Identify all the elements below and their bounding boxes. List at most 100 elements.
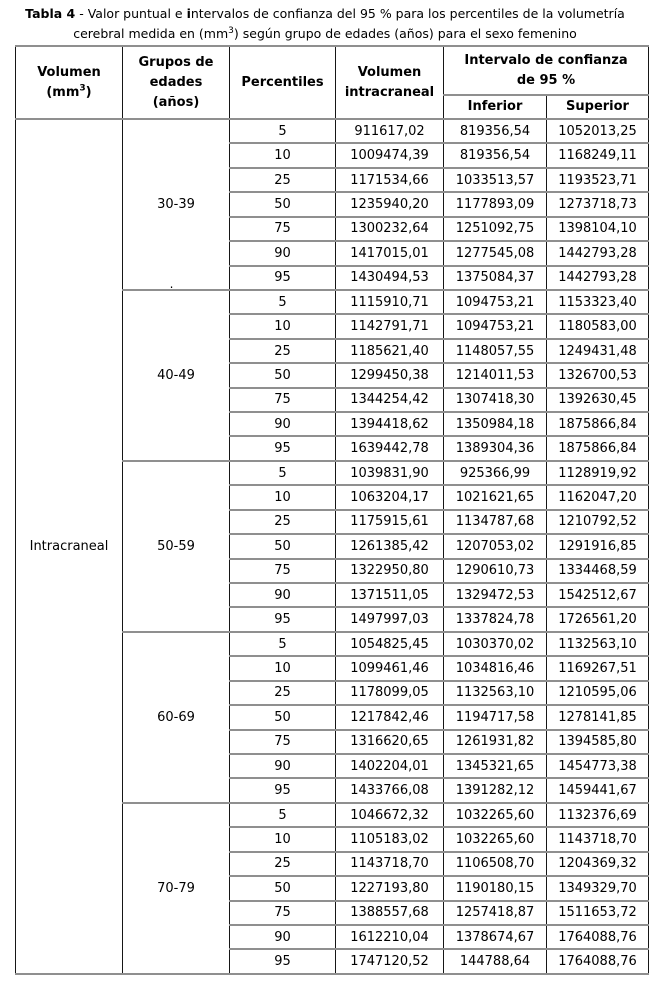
intracranial-volume-cell: 1009474,39: [335, 142, 444, 169]
percentile-cell: 90: [229, 752, 336, 780]
table-row: 40-49 5 1115910,71 1094753,21 1153323,40: [16, 288, 649, 462]
intracranial-volume-cell: 1344254,42: [335, 386, 444, 414]
ci-inferior-cell: 1094753,21: [443, 313, 547, 340]
ci-inferior-cell: 1214011,53: [443, 362, 547, 389]
table-row: 95 1497997,03 1337824,78 1726561,20: [16, 606, 649, 633]
percentile-cell: 75: [229, 899, 336, 926]
age-group-label: 70-79: [157, 880, 195, 896]
ci-superior-cell: 1875866,84: [546, 411, 649, 438]
ci-superior-cell: 1273718,73: [546, 191, 649, 218]
ci-superior-cell: 1143718,70: [546, 826, 649, 853]
table-row: 70-79 5 1046672,32 1032265,60 1132376,69: [16, 801, 649, 976]
ci-superior-cell: 1291916,85: [546, 533, 649, 560]
ci-inferior-cell: 1032265,60: [443, 801, 547, 829]
percentile-cell: 5: [229, 801, 336, 829]
ci-inferior-cell: 1194717,58: [443, 704, 547, 731]
table-row: 90 1371511,05 1329472,53 1542512,67: [16, 581, 649, 609]
intracranial-volume-cell: 1227193,80: [335, 875, 444, 902]
percentile-cell: 50: [229, 875, 336, 902]
ci-inferior-cell: 1034816,46: [443, 655, 547, 682]
ci-superior-cell: 1210595,06: [546, 679, 649, 707]
table-row: 90 1417015,01 1277545,08 1442793,28: [16, 240, 649, 267]
percentile-cell: 75: [229, 386, 336, 414]
ci-inferior-cell: 1207053,02: [443, 533, 547, 560]
percentile-cell: 75: [229, 728, 336, 755]
table-caption: Tabla 4 - Valor puntual e intervalos de …: [0, 0, 650, 45]
ci-superior-cell: 1128919,92: [546, 459, 649, 487]
ci-inferior-cell: 1277545,08: [443, 240, 547, 267]
table-row: 75 1322950,80 1290610,73 1334468,59: [16, 557, 649, 585]
table-row: 25 1143718,70 1106508,70 1204369,32: [16, 850, 649, 878]
intracranial-volume-cell: 1171534,66: [335, 166, 444, 194]
percentile-cell: 90: [229, 411, 336, 438]
intracranial-volume-cell: 1178099,05: [335, 679, 444, 707]
table-row: 25 1171534,66 1033513,57 1193523,71: [16, 166, 649, 194]
ci-superior-cell: 1278141,85: [546, 704, 649, 731]
ci-inferior-cell: 819356,54: [443, 142, 547, 169]
stray-dot: .: [169, 276, 174, 290]
ci-inferior-cell: 1350984,18: [443, 411, 547, 438]
table-row: 50 1227193,80 1190180,15 1349329,70: [16, 875, 649, 902]
percentile-cell: 90: [229, 923, 336, 951]
age-group-cell: 40-49: [122, 288, 230, 462]
header-superior: Superior: [546, 94, 649, 120]
ci-superior-cell: 1168249,11: [546, 142, 649, 169]
ci-superior-cell: 1442793,28: [546, 264, 649, 291]
percentile-cell: 95: [229, 264, 336, 291]
intracranial-volume-cell: 1046672,32: [335, 801, 444, 829]
ci-superior-cell: 1210792,52: [546, 508, 649, 536]
intracranial-volume-cell: 1039831,90: [335, 459, 444, 487]
intracranial-volume-cell: 1299450,38: [335, 362, 444, 389]
age-group-cell: 30-39.: [122, 118, 230, 291]
intracranial-volume-cell: 911617,02: [335, 117, 444, 145]
age-group-label: 30-39: [157, 196, 195, 212]
ci-superior-cell: 1542512,67: [546, 581, 649, 609]
percentile-cell: 10: [229, 142, 336, 169]
percentile-cell: 25: [229, 679, 336, 707]
ci-superior-cell: 1392630,45: [546, 386, 649, 414]
percentile-cell: 90: [229, 581, 336, 609]
ci-superior-cell: 1204369,32: [546, 850, 649, 878]
table-row: 50-59 5 1039831,90 925366,99 1128919,92: [16, 459, 649, 633]
header-intervalo-confianza: Intervalo de confianza de 95 %: [443, 45, 649, 96]
percentile-cell: 5: [229, 630, 336, 658]
caption-line-1: Tabla 4 - Valor puntual e intervalos de …: [25, 6, 625, 21]
percentile-cell: 50: [229, 704, 336, 731]
ci-inferior-cell: 1106508,70: [443, 850, 547, 878]
caption-table-number: Tabla 4: [25, 6, 76, 21]
ci-inferior-cell: 1375084,37: [443, 264, 547, 291]
percentile-cell: 10: [229, 655, 336, 682]
ci-superior-cell: 1193523,71: [546, 166, 649, 194]
table-row: 60-69 5 1054825,45 1030370,02 1132563,10: [16, 630, 649, 804]
intracranial-volume-cell: 1639442,78: [335, 435, 444, 462]
header-inferior: Inferior: [443, 94, 547, 120]
table-row: 50 1261385,42 1207053,02 1291916,85: [16, 533, 649, 560]
percentile-cell: 90: [229, 240, 336, 267]
ci-superior-cell: 1169267,51: [546, 655, 649, 682]
percentile-cell: 75: [229, 215, 336, 243]
table-row: 90 1612210,04 1378674,67 1764088,76: [16, 923, 649, 951]
table-row: 50 1235940,20 1177893,09 1273718,73: [16, 191, 649, 218]
header-grupos-edades: Grupos de edades (años): [122, 45, 230, 120]
intracranial-volume-cell: 1747120,52: [335, 948, 444, 975]
table-row: 25 1178099,05 1132563,10 1210595,06: [16, 679, 649, 707]
intracranial-volume-cell: 1063204,17: [335, 484, 444, 511]
percentile-cell: 25: [229, 166, 336, 194]
intracranial-volume-cell: 1054825,45: [335, 630, 444, 658]
percentile-cell: 25: [229, 508, 336, 536]
table-header: Volumen (mm3) Grupos de edades (años) Pe…: [15, 45, 649, 120]
ci-superior-cell: 1764088,76: [546, 923, 649, 951]
percentile-cell: 5: [229, 288, 336, 316]
intracranial-volume-cell: 1142791,71: [335, 313, 444, 340]
ci-inferior-cell: 819356,54: [443, 117, 547, 145]
percentile-cell: 95: [229, 777, 336, 804]
ci-superior-cell: 1764088,76: [546, 948, 649, 975]
intracranial-volume-cell: 1316620,65: [335, 728, 444, 755]
intracranial-volume-cell: 1402204,01: [335, 752, 444, 780]
intracranial-volume-cell: 1261385,42: [335, 533, 444, 560]
ci-superior-cell: 1334468,59: [546, 557, 649, 585]
ci-superior-cell: 1511653,72: [546, 899, 649, 926]
intracranial-volume-cell: 1217842,46: [335, 704, 444, 731]
table-row: 95 1747120,52 144788,64 1764088,76: [16, 948, 649, 975]
percentile-cell: 25: [229, 850, 336, 878]
